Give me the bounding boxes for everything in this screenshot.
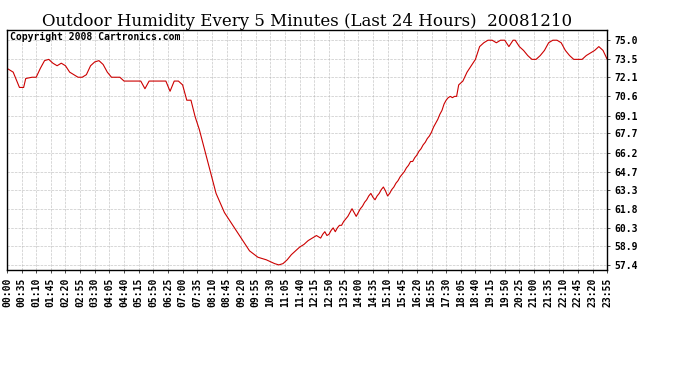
Text: Copyright 2008 Cartronics.com: Copyright 2008 Cartronics.com <box>10 32 180 42</box>
Title: Outdoor Humidity Every 5 Minutes (Last 24 Hours)  20081210: Outdoor Humidity Every 5 Minutes (Last 2… <box>42 13 572 30</box>
